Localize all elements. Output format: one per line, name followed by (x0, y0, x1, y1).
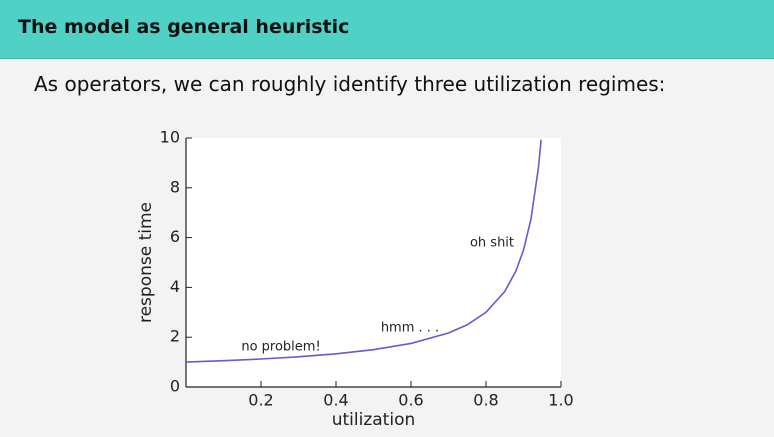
y-tick-label: 4 (170, 277, 180, 296)
x-tick-label: 0.2 (248, 391, 273, 410)
plot-area (186, 138, 561, 387)
x-tick-label: 0.4 (323, 391, 348, 410)
curve (185, 139, 542, 363)
header-bar: The model as general heuristic (0, 0, 774, 59)
annotation: no problem! (241, 340, 320, 355)
x-tick-label: 0.8 (473, 391, 498, 410)
y-tick-label: 0 (170, 377, 180, 396)
slide-title: The model as general heuristic (18, 16, 350, 38)
y-tick-label: 6 (170, 227, 180, 246)
x-tick-label: 0.6 (398, 391, 423, 410)
x-axis-label: utilization (332, 410, 416, 430)
y-axis-label: response time (136, 202, 156, 323)
y-tick-label: 10 (160, 128, 180, 147)
x-tick-label: 1.0 (548, 391, 573, 410)
y-tick-label: 2 (170, 327, 180, 346)
lead-text: As operators, we can roughly identify th… (34, 72, 666, 96)
y-tick-label: 8 (170, 177, 180, 196)
annotation: hmm . . . (381, 321, 439, 336)
annotation: oh shit (470, 236, 514, 251)
